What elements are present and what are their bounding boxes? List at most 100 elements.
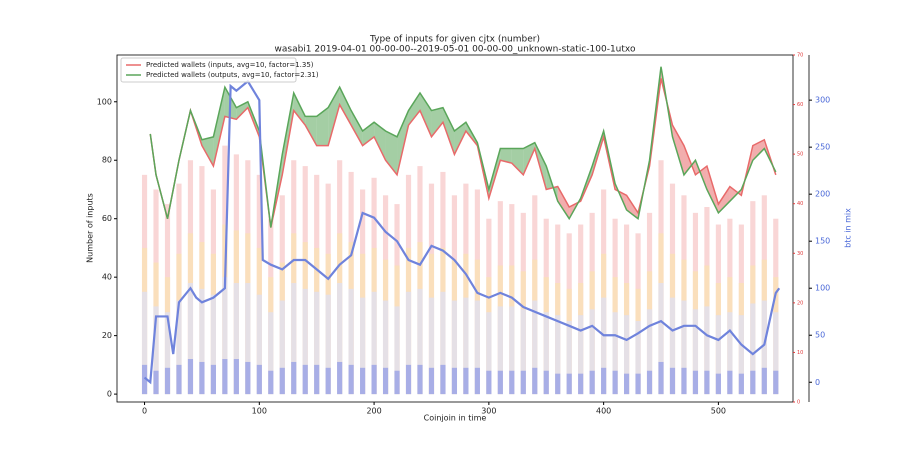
difference-area	[316, 107, 329, 146]
difference-area	[339, 87, 352, 126]
background-bar	[371, 364, 377, 395]
difference-area	[305, 116, 317, 146]
background-bar	[268, 312, 274, 395]
difference-area	[236, 101, 248, 120]
background-bar	[417, 364, 423, 395]
background-bar	[773, 370, 779, 395]
background-bar	[394, 306, 400, 395]
background-bar	[463, 367, 469, 395]
x-tick-label: 100	[252, 407, 267, 416]
difference-area	[454, 122, 466, 155]
difference-area	[431, 107, 443, 137]
background-bar	[635, 321, 641, 395]
background-bar	[176, 364, 182, 395]
chart-title: Type of inputs for given cjtx (number)	[369, 35, 540, 45]
background-bar	[624, 315, 630, 395]
background-bar	[348, 288, 354, 395]
background-bar	[199, 361, 205, 395]
difference-area	[397, 110, 409, 175]
background-bar	[520, 309, 526, 395]
background-bar	[451, 367, 458, 395]
background-bar	[325, 294, 331, 395]
difference-area	[328, 87, 340, 146]
difference-area	[626, 195, 639, 219]
y-tick-label: 0	[107, 390, 112, 399]
background-bar	[233, 283, 239, 395]
background-bar	[589, 309, 595, 395]
difference-area	[374, 122, 386, 161]
background-bar	[532, 300, 538, 395]
y3-tick-label: 20	[797, 300, 803, 306]
background-bar	[394, 370, 400, 395]
x-tick-label: 0	[142, 407, 147, 416]
background-bar	[360, 367, 366, 395]
background-bar	[474, 300, 480, 395]
background-bar	[589, 370, 595, 395]
background-bar	[727, 312, 733, 395]
background-bar	[704, 306, 710, 395]
background-bar	[750, 370, 756, 395]
difference-area	[718, 186, 730, 213]
background-bar	[164, 367, 171, 395]
difference-area	[442, 107, 455, 155]
background-bar	[348, 364, 354, 395]
background-bar	[497, 306, 503, 395]
background-bar	[532, 367, 538, 395]
background-bar	[440, 291, 446, 395]
background-bar	[314, 364, 320, 395]
y-tick-label: 100	[97, 97, 112, 106]
background-bar	[543, 370, 549, 395]
background-bar	[715, 315, 721, 395]
background-bar	[302, 288, 308, 395]
background-bar	[681, 367, 687, 395]
y-axis-label: Number of inputs	[86, 193, 95, 263]
background-bar	[543, 312, 549, 395]
background-bar	[314, 291, 320, 395]
background-bar	[233, 359, 239, 395]
background-bar	[509, 306, 515, 395]
background-bar	[601, 297, 607, 395]
background-bar	[337, 361, 343, 395]
difference-area	[408, 93, 420, 126]
background-bar	[727, 370, 733, 395]
y3-tick-label: 0	[797, 400, 800, 406]
background-bar	[601, 367, 607, 395]
difference-area	[511, 148, 524, 175]
difference-area	[672, 125, 684, 175]
background-bar	[405, 291, 412, 395]
background-bar	[555, 315, 561, 395]
background-bar	[245, 361, 251, 395]
difference-area	[282, 93, 294, 175]
background-bar	[210, 364, 216, 395]
background-bar	[520, 370, 526, 395]
background-bar	[646, 370, 653, 395]
background-bar	[624, 373, 630, 395]
series-line	[149, 66, 777, 228]
background-bar	[692, 309, 699, 395]
background-bar	[750, 303, 756, 395]
background-bar	[486, 370, 492, 395]
background-bar	[578, 315, 584, 395]
background-bar	[578, 373, 584, 395]
background-bar	[360, 297, 366, 395]
y-tick-label: 80	[102, 156, 112, 165]
background-bar	[646, 309, 653, 395]
y2-tick-label: 100	[815, 284, 830, 293]
y-tick-label: 40	[102, 273, 112, 282]
background-bar	[405, 364, 412, 395]
background-bar	[669, 367, 676, 395]
difference-area	[557, 186, 570, 219]
background-bar	[187, 283, 194, 395]
background-bar	[417, 288, 423, 395]
background-bar	[738, 315, 744, 395]
x-tick-label: 500	[711, 407, 726, 416]
background-bar	[153, 370, 159, 395]
background-bar	[210, 294, 216, 395]
y2-tick-label: 150	[815, 237, 830, 246]
y3-tick-label: 10	[797, 350, 803, 356]
background-bar	[451, 300, 458, 395]
background-bar	[761, 300, 767, 395]
background-bar	[164, 312, 171, 395]
background-bar	[669, 297, 676, 395]
background-bar	[428, 367, 435, 395]
